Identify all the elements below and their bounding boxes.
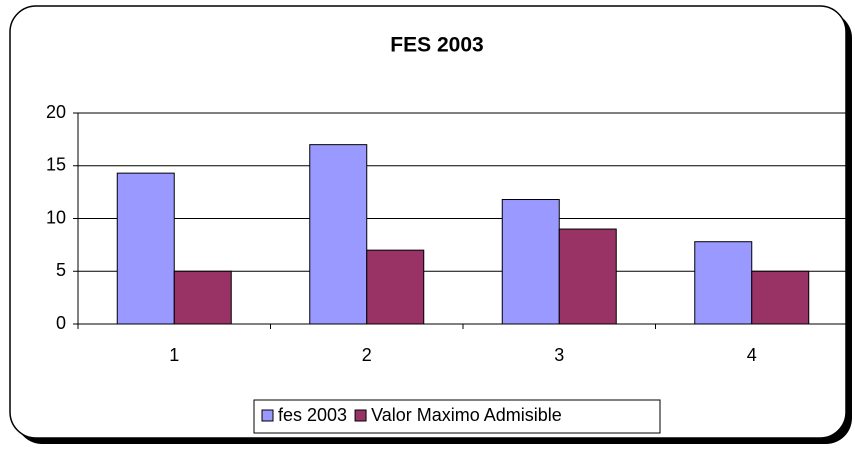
x-tick-label: 4 — [747, 345, 757, 365]
bar — [694, 241, 753, 325]
x-tick-label: 3 — [554, 345, 564, 365]
y-tick-label: 5 — [56, 260, 66, 280]
bar — [366, 249, 425, 325]
bar — [309, 144, 368, 325]
y-tick-label: 0 — [56, 313, 66, 333]
legend — [253, 399, 661, 434]
y-tick-label: 20 — [46, 102, 66, 122]
bar — [173, 270, 232, 325]
bar — [751, 270, 810, 325]
x-tick-label: 1 — [169, 345, 179, 365]
legend-label: fes 2003 — [278, 405, 347, 425]
frame — [9, 5, 847, 439]
y-tick-label: 15 — [46, 155, 66, 175]
legend-label: Valor Maximo Admisible — [371, 405, 562, 425]
bar — [558, 228, 617, 325]
bar — [116, 172, 175, 325]
legend-swatch — [354, 409, 367, 422]
chart-title: FES 2003 — [390, 34, 483, 57]
bar — [501, 199, 560, 325]
x-tick-label: 2 — [362, 345, 372, 365]
legend-swatch — [261, 409, 274, 422]
y-tick-label: 10 — [46, 207, 66, 227]
